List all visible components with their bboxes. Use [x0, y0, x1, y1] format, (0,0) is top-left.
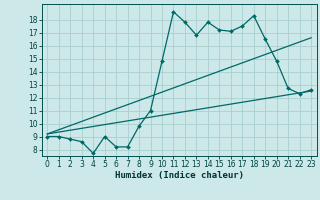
- X-axis label: Humidex (Indice chaleur): Humidex (Indice chaleur): [115, 171, 244, 180]
